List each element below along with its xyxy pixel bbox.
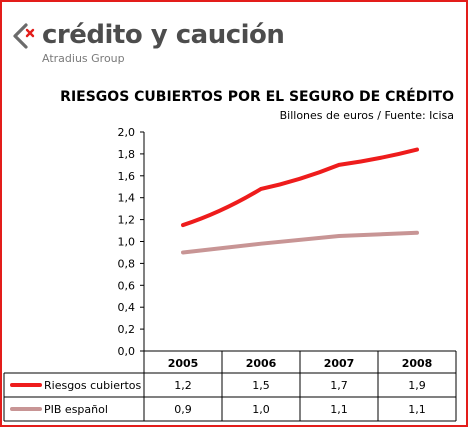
chart-title: RIESGOS CUBIERTOS POR EL SEGURO DE CRÉDI…: [60, 89, 454, 105]
chart-subtitle: Billones de euros / Fuente: Icisa: [279, 109, 454, 122]
data-label: 1,1: [330, 403, 348, 416]
data-label: 1,9: [408, 379, 426, 392]
data-label: 1,2: [174, 379, 192, 392]
logo-sub: Atradius Group: [42, 52, 125, 65]
series-line: [181, 147, 419, 228]
y-tick-label: 0,8: [118, 257, 136, 270]
y-tick-label: 1,2: [118, 214, 136, 227]
category-label: 2007: [324, 357, 355, 370]
y-tick-label: 0,0: [118, 345, 136, 358]
y-tick-label: 2,0: [118, 126, 136, 139]
y-tick-label: 0,4: [118, 301, 136, 314]
y-tick-label: 1,8: [118, 148, 136, 161]
data-label: 0,9: [174, 403, 192, 416]
data-label: 1,0: [252, 403, 270, 416]
legend-entry: PIB español: [44, 403, 108, 416]
category-label: 2006: [246, 357, 277, 370]
logo-brand: crédito y caución: [42, 20, 285, 50]
chevron-logo-icon: [13, 23, 35, 49]
data-label: 1,5: [252, 379, 270, 392]
data-label: 1,7: [330, 379, 348, 392]
y-tick-label: 1,6: [118, 170, 136, 183]
category-label: 2005: [168, 357, 199, 370]
series-line: [181, 230, 419, 255]
y-tick-label: 0,2: [118, 323, 136, 336]
y-tick-label: 1,0: [118, 236, 136, 249]
legend-entry: Riesgos cubiertos: [44, 379, 142, 392]
y-tick-label: 0,6: [118, 279, 136, 292]
category-label: 2008: [402, 357, 433, 370]
y-tick-label: 1,4: [118, 192, 136, 205]
data-label: 1,1: [408, 403, 426, 416]
